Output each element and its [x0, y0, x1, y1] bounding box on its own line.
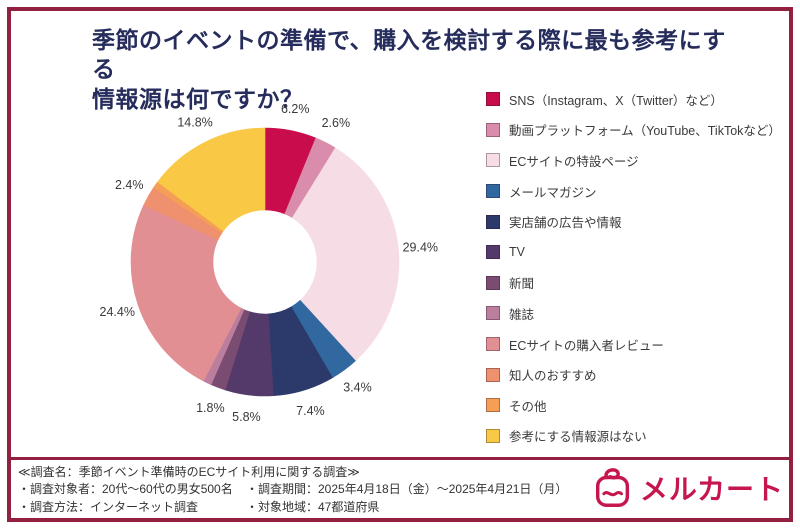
survey-region: ・対象地域：47都道府県	[246, 499, 380, 514]
slice-label: 7.4%	[296, 404, 325, 418]
legend-swatch	[486, 92, 500, 107]
legend-swatch	[486, 153, 500, 168]
legend-item: 知人のおすすめ	[486, 359, 786, 390]
slice-label: 3.4%	[343, 381, 372, 395]
legend-swatch	[486, 367, 500, 382]
legend-item: 参考にする情報源はない	[486, 421, 786, 452]
legend-swatch	[486, 245, 500, 260]
mercart-logo-icon	[595, 468, 629, 507]
legend-label: SNS（Instagram、X（Twitter）など）	[509, 93, 723, 108]
legend-label: 知人のおすすめ	[509, 369, 597, 384]
legend-swatch	[486, 398, 500, 413]
slice-label: 14.8%	[177, 116, 212, 130]
legend-label: メールマガジン	[509, 185, 597, 200]
slice-label: 6.2%	[281, 102, 310, 116]
slice-label: 2.6%	[322, 116, 351, 130]
legend-label: 実店舗の広告や情報	[509, 216, 622, 231]
donut-slice	[157, 127, 266, 232]
legend-label: 参考にする情報源はない	[509, 430, 647, 445]
slice-label: 24.4%	[100, 305, 135, 319]
donut-slice	[130, 204, 242, 382]
slice-label: 29.4%	[403, 240, 438, 254]
legend-label: TV	[509, 245, 525, 260]
donut-chart: 6.2% 2.6% 29.4% 3.4% 7.4% 5.8% 1.8% 24.4% 2.4% 14…	[100, 102, 439, 424]
survey-name: ≪調査名：季節イベント準備時のECサイト利用に関する調査≫	[18, 465, 360, 479]
footer-divider	[11, 457, 789, 460]
legend-item: その他	[486, 390, 786, 421]
legend-item: 動画プラットフォーム（YouTube、TikTokなど）	[486, 115, 786, 146]
legend-label: その他	[509, 399, 547, 414]
legend-item: ECサイトの特設ページ	[486, 145, 786, 176]
survey-method: ・調査方法：インターネット調査	[18, 499, 199, 514]
mercart-logo: メルカート	[591, 466, 784, 510]
legend-swatch	[486, 122, 500, 137]
legend-swatch	[486, 428, 500, 443]
chart-title-line2: 情報源は何ですか？	[92, 85, 304, 112]
legend-swatch	[486, 184, 500, 199]
legend-item: 雑誌	[486, 298, 786, 329]
mercart-logo-text: メルカート	[639, 474, 784, 505]
legend-item: SNS（Instagram、X（Twitter）など）	[486, 84, 786, 115]
chart-title: 季節のイベントの準備で、購入を検討する際に最も参考にする 情報源は何ですか？	[92, 26, 732, 114]
survey-period: ・調査期間：2025年4月18日（金）～2025年4月21日（月）	[246, 482, 568, 497]
legend-swatch	[486, 275, 500, 290]
footer: ≪調査名：季節イベント準備時のECサイト利用に関する調査≫ ・調査対象者：20代…	[18, 464, 578, 516]
survey-respondents: ・調査対象者：20代～60代の男女500名	[18, 482, 233, 497]
legend-label: ECサイトの特設ページ	[509, 154, 639, 169]
donut-slice	[291, 147, 400, 362]
legend-label: 雑誌	[509, 307, 535, 322]
legend-item: 実店舗の広告や情報	[486, 206, 786, 237]
legend-swatch	[486, 306, 500, 321]
legend-swatch	[486, 214, 500, 229]
legend-item: ECサイトの購入者レビュー	[486, 329, 786, 360]
legend-label: 新聞	[509, 277, 535, 292]
slice-label: 5.8%	[232, 410, 261, 424]
legend-swatch	[486, 337, 500, 352]
legend-label: 動画プラットフォーム（YouTube、TikTokなど）	[509, 124, 781, 139]
chart-title-line1: 季節のイベントの準備で、購入を検討する際に最も参考にする	[92, 27, 726, 83]
legend-label: ECサイトの購入者レビュー	[509, 338, 664, 353]
chart-legend: SNS（Instagram、X（Twitter）など） 動画プラットフォーム（Yo…	[486, 84, 786, 451]
legend-item: メールマガジン	[486, 176, 786, 207]
slice-label: 1.8%	[196, 401, 225, 415]
legend-item: 新聞	[486, 268, 786, 299]
slice-label: 2.4%	[115, 178, 144, 192]
legend-item: TV	[486, 237, 786, 268]
